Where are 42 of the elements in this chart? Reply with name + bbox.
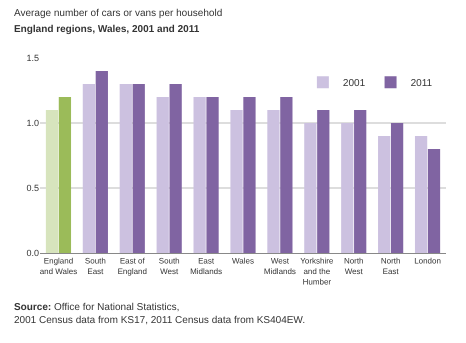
x-tick-label: South East — [84, 256, 106, 276]
x-tick-label: London — [414, 256, 441, 266]
y-tick-label: 0.5 — [26, 183, 39, 194]
bar — [378, 136, 390, 253]
bar — [267, 110, 280, 253]
bar — [428, 149, 440, 253]
bar — [230, 110, 243, 253]
chart-title: Average number of cars or vans per household — [14, 8, 222, 19]
bar — [58, 97, 72, 253]
x-tick-label: Yorkshire and the Humber — [300, 256, 334, 286]
bar — [414, 136, 428, 253]
x-tick-label: South West — [158, 256, 180, 276]
x-tick-label: East Midlands — [190, 256, 222, 276]
bar — [194, 97, 206, 253]
x-tick-label: Wales — [232, 256, 254, 266]
bar — [390, 123, 404, 253]
y-tick-label: 0.0 — [26, 248, 39, 258]
bar — [317, 110, 330, 253]
bar — [243, 97, 256, 253]
chart-subtitle: England regions, Wales, 2001 and 2011 — [14, 24, 200, 35]
bar — [120, 84, 132, 253]
bar — [341, 123, 354, 253]
x-tick-label: North West — [344, 256, 364, 276]
x-tick-label: England and Wales — [40, 256, 78, 276]
y-tick-label: 1.0 — [26, 118, 39, 128]
x-tick-label: West Midlands — [264, 256, 296, 276]
x-tick-label: East of England — [118, 256, 147, 276]
bar — [280, 97, 292, 253]
bar — [304, 123, 316, 253]
bar — [46, 110, 58, 253]
bar — [170, 84, 182, 253]
bar — [206, 97, 219, 253]
source-note: Source: Office for National Statistics, 2001 Census data from KS17, 2011 Census data from KS404EW. — [14, 302, 306, 326]
bar — [82, 84, 96, 253]
bar — [132, 84, 145, 253]
y-tick-label: 1.5 — [26, 53, 39, 64]
legend-label: 2001 — [342, 78, 366, 90]
bar — [96, 71, 108, 253]
bar — [156, 97, 169, 253]
legend-label: 2011 — [410, 78, 433, 90]
bar — [354, 110, 366, 253]
x-tick-label: North East — [380, 256, 400, 276]
